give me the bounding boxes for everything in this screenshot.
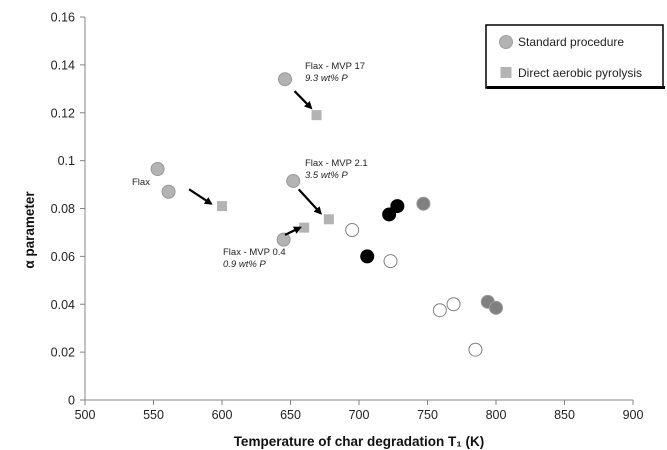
data-point-circle	[468, 342, 483, 357]
legend-marker-standard	[499, 35, 513, 49]
x-tick-label: 600	[212, 408, 233, 422]
x-tick-label: 900	[623, 408, 644, 422]
data-point-circle	[150, 162, 165, 177]
data-point-square	[299, 222, 310, 233]
annotation-arrow	[188, 188, 213, 205]
x-tick-label: 650	[280, 408, 301, 422]
annotations: Flax Flax - MVP 179.3 wt% P Flax - MVP 2.1…	[132, 61, 368, 270]
legend-marker-direct	[500, 67, 512, 78]
annotation-label: Flax - MVP 17	[305, 61, 365, 72]
data-point-square	[217, 201, 227, 212]
x-tick-label: 500	[75, 408, 96, 422]
data-point-circle	[161, 184, 176, 199]
legend-label-direct: Direct aerobic pyrolysis	[518, 66, 642, 80]
y-tick-label: 0.08	[51, 202, 75, 216]
annotation-label: 0.9 wt% P	[223, 259, 266, 270]
x-tick-label: 700	[349, 408, 370, 422]
y-tick-label: 0.14	[51, 58, 75, 72]
data-point-circle	[390, 199, 405, 214]
x-tick-label: 750	[417, 408, 438, 422]
axis-ticks: 500 550 600 650 700 750 800 850 900 0 0.02 0.04 0.06…	[51, 11, 644, 423]
y-axis-title: α parameter	[22, 191, 37, 269]
annotation-arrow	[297, 188, 322, 215]
legend-box	[485, 24, 664, 89]
legend-label-standard: Standard procedure	[518, 35, 624, 49]
data-point-circle	[345, 223, 360, 238]
y-tick-label: 0.04	[51, 298, 75, 312]
data-point-circle	[382, 207, 397, 222]
legend-shadow	[487, 86, 665, 89]
data-points	[150, 72, 503, 357]
data-point-circle	[489, 300, 503, 315]
data-point-square	[311, 110, 322, 121]
x-tick-label: 800	[486, 408, 507, 422]
x-tick-label: 550	[143, 408, 164, 422]
annotation-label: Flax - MVP 2.1	[305, 158, 368, 169]
annotation-label: Flax	[132, 177, 150, 188]
data-point-circle	[383, 254, 398, 269]
y-tick-label: 0.16	[51, 11, 75, 25]
annotation-arrow	[293, 90, 313, 110]
data-point-circle	[278, 72, 293, 87]
y-tick-label: 0.06	[51, 250, 75, 264]
annotation-label: 9.3 wt% P	[305, 73, 348, 84]
annotation-label: Flax - MVP 0.4	[223, 247, 286, 258]
legend: Standard procedure Direct aerobic pyroly…	[485, 24, 665, 89]
x-tick-label: 850	[554, 408, 575, 422]
annotation-label: 3.5 wt% P	[305, 170, 348, 181]
y-tick-label: 0.02	[51, 346, 75, 360]
y-tick-label: 0	[68, 394, 75, 408]
y-tick-label: 0.1	[58, 154, 75, 168]
data-point-circle	[286, 173, 301, 188]
annotation-arrow	[284, 226, 302, 236]
data-point-circle	[446, 297, 461, 312]
y-tick-label: 0.12	[51, 106, 75, 120]
data-point-circle	[360, 249, 375, 264]
data-point-circle	[276, 232, 291, 247]
data-point-square	[323, 214, 334, 225]
data-point-circle	[432, 303, 447, 318]
data-point-circle	[416, 196, 431, 211]
x-axis-title: Temperature of char degradation T₁ (K)	[234, 434, 485, 449]
